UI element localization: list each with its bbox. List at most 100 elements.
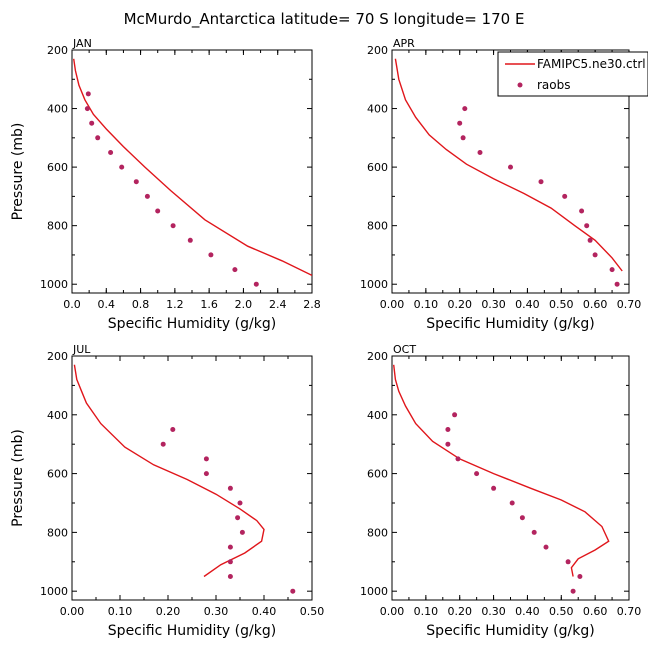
x-tick-label: 0.4 bbox=[98, 298, 116, 311]
plot-frame bbox=[71, 355, 313, 601]
y-tick-label: 400 bbox=[47, 103, 68, 116]
x-tick-label: 0.40 bbox=[515, 605, 540, 618]
raobs-point bbox=[452, 412, 458, 418]
y-tick-label: 600 bbox=[367, 161, 388, 174]
raobs-point bbox=[565, 559, 571, 565]
x-tick-label: 0.40 bbox=[515, 298, 540, 311]
legend-model-label: FAMIPC5.ne30.ctrl bbox=[537, 57, 646, 71]
raobs-point bbox=[445, 441, 451, 447]
x-tick-label: 0.50 bbox=[549, 298, 574, 311]
y-tick-label: 1000 bbox=[40, 278, 68, 291]
raobs-point bbox=[235, 515, 241, 521]
x-tick-label: 0.30 bbox=[481, 605, 506, 618]
raobs-point bbox=[477, 150, 483, 155]
raobs-point bbox=[232, 267, 238, 273]
raobs-point bbox=[491, 485, 497, 491]
x-tick-label: 0.20 bbox=[156, 605, 181, 618]
y-tick-label: 400 bbox=[367, 103, 388, 116]
y-tick-label: 1000 bbox=[360, 278, 388, 291]
legend-obs-label: raobs bbox=[537, 78, 571, 92]
y-tick-label: 800 bbox=[367, 220, 388, 233]
y-tick-label: 200 bbox=[47, 44, 68, 57]
y-tick-label: 1000 bbox=[40, 585, 68, 598]
figure-title: McMurdo_Antarctica latitude= 70 S longit… bbox=[124, 10, 525, 29]
raobs-point bbox=[570, 588, 576, 594]
x-tick-label: 0.70 bbox=[617, 605, 642, 618]
x-tick-label: 0.00 bbox=[380, 298, 405, 311]
raobs-point bbox=[457, 120, 463, 126]
raobs-point bbox=[227, 559, 233, 565]
raobs-point bbox=[144, 193, 150, 199]
x-tick-label: 0.00 bbox=[380, 605, 405, 618]
raobs-point bbox=[227, 574, 233, 579]
raobs-point bbox=[170, 223, 176, 229]
x-tick-label: 0.0 bbox=[63, 298, 81, 311]
x-tick-label: 1.2 bbox=[166, 298, 184, 311]
y-tick-label: 800 bbox=[47, 526, 68, 539]
x-tick-label: 0.60 bbox=[583, 605, 608, 618]
y-axis-label: Pressure (mb) bbox=[10, 123, 26, 221]
x-tick-label: 2.0 bbox=[235, 298, 253, 311]
legend-box bbox=[497, 51, 648, 97]
y-tick-label: 200 bbox=[367, 44, 388, 57]
x-tick-label: 0.10 bbox=[414, 298, 439, 311]
raobs-point bbox=[108, 150, 114, 155]
x-axis-label: Specific Humidity (g/kg) bbox=[426, 623, 594, 639]
raobs-point bbox=[460, 135, 466, 141]
panel-apr: APR 0.00 0.10 0.20 0.30 0.40 0.50 0.60 0.70 200 40… bbox=[360, 37, 648, 332]
y-tick-label: 400 bbox=[47, 409, 68, 422]
y-tick-label: 800 bbox=[367, 526, 388, 539]
plot-frame bbox=[391, 355, 630, 601]
raobs-point bbox=[160, 441, 166, 447]
raobs-point bbox=[584, 223, 590, 229]
raobs-point bbox=[614, 281, 620, 287]
plot-frame bbox=[71, 49, 313, 294]
x-tick-label: 0.30 bbox=[481, 298, 506, 311]
x-tick-label: 0.30 bbox=[204, 605, 229, 618]
raobs-point bbox=[455, 456, 461, 462]
raobs-point bbox=[203, 471, 209, 477]
model-line bbox=[73, 364, 265, 578]
raobs-point bbox=[227, 544, 233, 550]
raobs-point bbox=[170, 427, 176, 432]
raobs-point bbox=[445, 427, 451, 432]
x-tick-label: 0.10 bbox=[414, 605, 439, 618]
raobs-point bbox=[133, 179, 139, 185]
raobs-point bbox=[474, 471, 480, 477]
x-axis-label: Specific Humidity (g/kg) bbox=[108, 316, 276, 332]
raobs-point bbox=[579, 208, 585, 214]
y-tick-label: 600 bbox=[47, 468, 68, 481]
x-tick-label: 0.00 bbox=[60, 605, 85, 618]
y-tick-label: 600 bbox=[47, 161, 68, 174]
x-tick-label: 0.10 bbox=[108, 605, 133, 618]
x-tick-label: 0.50 bbox=[549, 605, 574, 618]
panel-title: JAN bbox=[72, 37, 92, 50]
raobs-point bbox=[253, 281, 259, 287]
x-tick-label: 0.20 bbox=[447, 605, 472, 618]
x-tick-label: 0.50 bbox=[300, 605, 325, 618]
model-line bbox=[394, 58, 623, 272]
x-tick-label: 2.8 bbox=[303, 298, 321, 311]
raobs-point bbox=[237, 500, 243, 506]
raobs-point bbox=[119, 164, 125, 170]
y-axis-label: Pressure (mb) bbox=[10, 429, 26, 527]
y-tick-label: 1000 bbox=[360, 585, 388, 598]
panel-title: JUL bbox=[72, 343, 91, 356]
raobs-point bbox=[203, 456, 209, 462]
x-tick-label: 2.4 bbox=[269, 298, 287, 311]
raobs-point bbox=[577, 574, 583, 579]
raobs-point bbox=[239, 529, 245, 535]
legend-point-swatch bbox=[517, 82, 523, 88]
y-tick-label: 400 bbox=[367, 409, 388, 422]
panel-title: APR bbox=[393, 37, 415, 50]
model-line bbox=[73, 58, 312, 277]
x-tick-label: 0.60 bbox=[583, 298, 608, 311]
raobs-point bbox=[95, 135, 101, 141]
raobs-point bbox=[227, 485, 233, 491]
x-tick-label: 0.70 bbox=[617, 298, 642, 311]
raobs-point bbox=[592, 252, 598, 258]
raobs-point bbox=[89, 120, 95, 126]
raobs-point bbox=[519, 515, 525, 521]
